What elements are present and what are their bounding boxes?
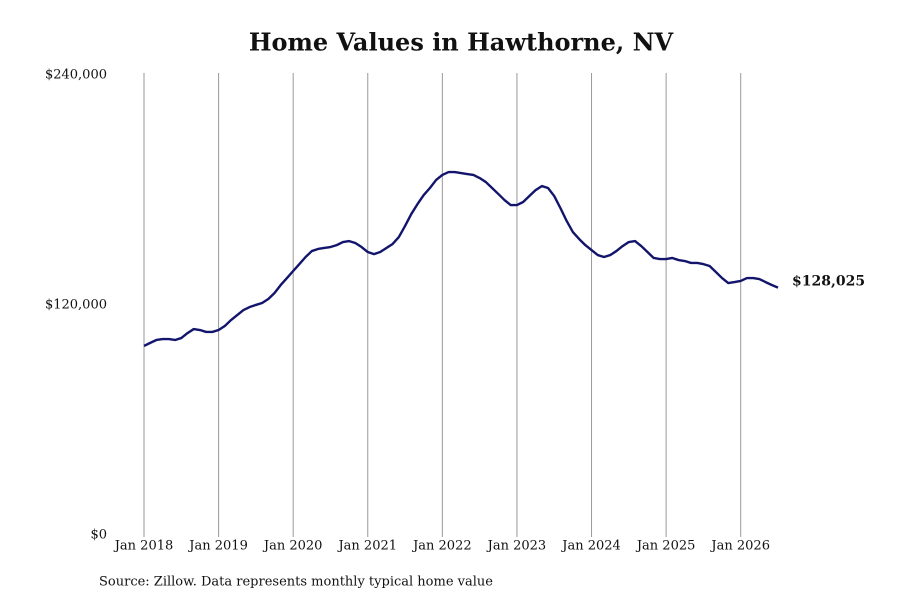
y-tick-label: $240,000	[45, 68, 107, 83]
y-tick-label: $120,000	[45, 298, 107, 313]
end-value-label: $128,025	[792, 274, 865, 290]
x-tick-label: Jan 2018	[113, 539, 174, 554]
y-tick-label: $0	[90, 528, 107, 543]
x-tick-label: Jan 2020	[262, 539, 323, 554]
x-tick-label: Jan 2019	[187, 539, 248, 554]
source-note: Source: Zillow. Data represents monthly …	[99, 575, 493, 590]
data-line	[143, 170, 779, 348]
x-tick-label: Jan 2023	[486, 539, 547, 554]
x-tick-label: Jan 2024	[560, 539, 621, 554]
x-tick-label: Jan 2021	[336, 539, 397, 554]
x-tick-label: Jan 2026	[709, 539, 770, 554]
x-tick-label: Jan 2022	[411, 539, 472, 554]
x-tick-label: Jan 2025	[635, 539, 696, 554]
chart-title: Home Values in Hawthorne, NV	[249, 28, 674, 57]
